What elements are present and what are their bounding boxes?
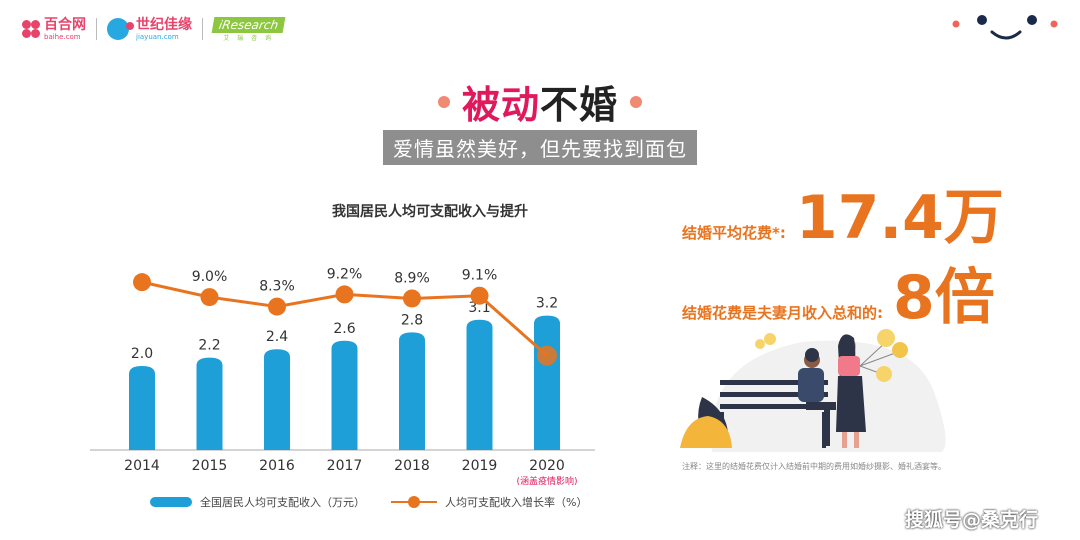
bar bbox=[466, 319, 493, 450]
wedding-ratio-stat: 结婚花费是夫妻月收入总和的: 8倍 bbox=[682, 268, 995, 328]
baihe-flower-icon bbox=[22, 20, 40, 38]
wedding-cost-stat: 结婚平均花费*: 17.4万 bbox=[682, 188, 1004, 248]
x-tick-label: 2019 bbox=[462, 458, 498, 474]
jiayuan-name: 世纪佳缘 bbox=[136, 16, 192, 33]
baihe-logo: 百合网 baihe.com bbox=[22, 18, 86, 41]
x-tick-label: 2015 bbox=[192, 458, 228, 474]
wedding-ratio-label: 结婚花费是夫妻月收入总和的: bbox=[682, 304, 883, 322]
growth-point bbox=[133, 273, 151, 292]
header-logos: 百合网 baihe.com 世纪佳缘 jiayuan.com iResearch… bbox=[22, 12, 286, 46]
logo-divider bbox=[202, 18, 203, 40]
footnote: 注释：这里的结婚花费仅计入结婚前中期的费用如婚纱摄影、婚礼酒宴等。 bbox=[682, 462, 946, 471]
page-title-row: 被动不婚 bbox=[0, 74, 1080, 129]
bar-value-label: 3.2 bbox=[536, 296, 558, 312]
growth-value-label: 9.1% bbox=[462, 268, 498, 284]
subtitle-row: 爱情虽然美好，但先要找到面包 bbox=[0, 130, 1080, 165]
jiayuan-logo: 世纪佳缘 jiayuan.com bbox=[107, 18, 192, 41]
watermark: 搜狐号@桑克行 bbox=[905, 509, 1039, 531]
wedding-ratio-value: 8倍 bbox=[893, 263, 995, 333]
title-dot-right bbox=[630, 95, 643, 108]
category-note: (涵盖疫情影响) bbox=[516, 475, 577, 487]
growth-point bbox=[335, 285, 354, 304]
baihe-url: baihe.com bbox=[44, 32, 81, 41]
growth-value-label: 8.9% bbox=[394, 270, 430, 286]
bar-value-label: 2.2 bbox=[198, 338, 220, 354]
growth-point bbox=[470, 286, 489, 305]
bar bbox=[196, 357, 223, 450]
legend-item-income: 全国居民人均可支配收入（万元） bbox=[150, 494, 365, 510]
x-tick-label: 2017 bbox=[327, 458, 363, 474]
smile-face-icon bbox=[952, 15, 1058, 40]
wedding-cost-label: 结婚平均花费*: bbox=[682, 224, 786, 242]
jiayuan-mascot-icon bbox=[107, 18, 134, 40]
legend-line-swatch bbox=[391, 496, 437, 508]
growth-point bbox=[268, 297, 286, 316]
legend-item-growth: 人均可支配收入增长率（%） bbox=[391, 494, 587, 510]
legend-label-income: 全国居民人均可支配收入（万元） bbox=[200, 496, 365, 509]
iresearch-name: iResearch bbox=[211, 16, 286, 33]
x-tick-label: 2014 bbox=[124, 458, 160, 474]
baihe-name: 百合网 bbox=[44, 16, 86, 33]
income-chart: 2.0 2014 2.2 2015 2.4 2016 2.6 2017 2.8 2018 3.1 20… bbox=[90, 266, 595, 487]
title-dot-left bbox=[437, 95, 450, 108]
wedding-cost-value: 17.4万 bbox=[795, 183, 1004, 253]
chart-legend: 全国居民人均可支配收入（万元） 人均可支配收入增长率（%） bbox=[150, 494, 587, 510]
growth-point bbox=[537, 345, 557, 366]
title-accent: 被动 bbox=[461, 83, 540, 127]
x-tick-label: 2020 bbox=[529, 458, 565, 474]
bar bbox=[534, 315, 560, 450]
bar bbox=[264, 349, 290, 450]
legend-label-growth: 人均可支配收入增长率（%） bbox=[445, 496, 588, 509]
growth-value-label: 8.3% bbox=[259, 279, 295, 295]
page-subtitle: 爱情虽然美好，但先要找到面包 bbox=[383, 130, 697, 165]
x-tick-label: 2018 bbox=[394, 458, 430, 474]
legend-bar-swatch bbox=[150, 497, 192, 507]
x-tick-label: 2016 bbox=[259, 458, 295, 474]
growth-value-label: 9.2% bbox=[327, 266, 363, 282]
chart-title: 我国居民人均可支配收入与提升 bbox=[332, 204, 528, 220]
iresearch-cn: 艾 瑞 咨 询 bbox=[223, 34, 274, 42]
page-title: 被动不婚 bbox=[462, 74, 618, 129]
bar-value-label: 3.1 bbox=[468, 300, 490, 316]
title-rest: 不婚 bbox=[540, 83, 619, 127]
bar-value-label: 2.6 bbox=[333, 321, 355, 337]
logo-divider bbox=[96, 18, 97, 40]
growth-point bbox=[200, 288, 219, 307]
bar-value-label: 2.0 bbox=[131, 346, 153, 362]
bar bbox=[331, 340, 358, 450]
jiayuan-url: jiayuan.com bbox=[136, 32, 179, 41]
growth-value-label: 9.0% bbox=[192, 269, 228, 285]
bar bbox=[129, 366, 155, 450]
bar bbox=[399, 332, 425, 450]
bar-value-label: 2.4 bbox=[266, 329, 288, 345]
growth-point bbox=[403, 289, 421, 308]
couple-bench-illustration bbox=[680, 329, 946, 452]
bar-value-label: 2.8 bbox=[401, 312, 423, 328]
iresearch-logo: iResearch 艾 瑞 咨 询 bbox=[211, 16, 286, 42]
